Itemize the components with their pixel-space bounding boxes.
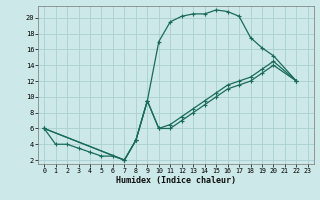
X-axis label: Humidex (Indice chaleur): Humidex (Indice chaleur) [116, 176, 236, 185]
